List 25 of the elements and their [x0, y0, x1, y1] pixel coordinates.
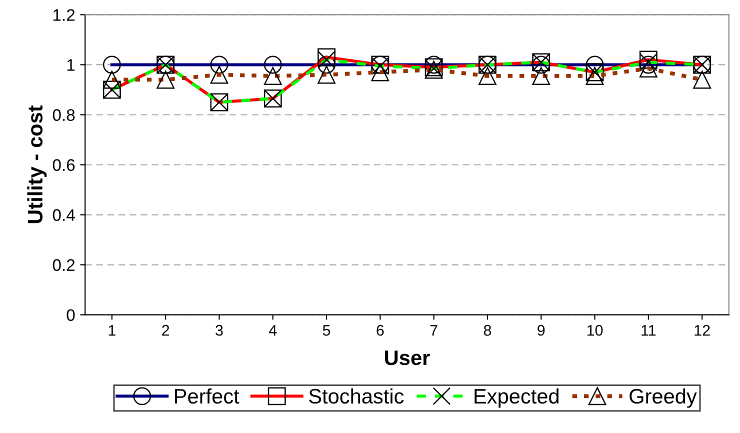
- x-tick-label: 11: [642, 325, 656, 336]
- x-tick-label: 4: [268, 325, 277, 336]
- x-axis-title: User: [385, 350, 430, 366]
- y-tick-label: 0: [66, 309, 75, 321]
- x-tick-label: 3: [216, 324, 223, 336]
- x-tick-label: 8: [484, 324, 492, 336]
- x-tick-label: 9: [538, 324, 545, 336]
- legend-label: Greedy: [630, 388, 697, 408]
- x-tick-label: 2: [162, 324, 170, 336]
- y-tick-label: 0.6: [52, 159, 75, 171]
- legend-label: Expected: [474, 388, 558, 408]
- y-tick-label: 0.2: [52, 259, 75, 271]
- y-tick-label: 1: [67, 59, 75, 71]
- x-tick-label: 5: [322, 325, 330, 336]
- x-tick-label: 1: [108, 325, 116, 336]
- legend-label: Stochastic: [309, 388, 404, 404]
- x-tick-label: 12: [694, 324, 710, 336]
- y-axis-title: Utility - cost: [27, 105, 47, 224]
- x-tick-label: 10: [587, 324, 603, 336]
- y-tick-label: 1.2: [53, 9, 75, 21]
- y-tick-label: 0.8: [52, 109, 75, 121]
- x-tick-label: 7: [430, 325, 438, 336]
- y-tick-label: 0.4: [52, 209, 75, 221]
- legend-label: Perfect: [175, 388, 240, 404]
- x-tick-label: 6: [376, 324, 384, 336]
